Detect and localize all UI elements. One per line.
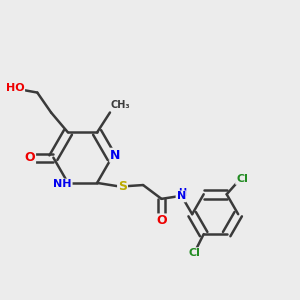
- Text: Cl: Cl: [188, 248, 200, 258]
- Text: CH₃: CH₃: [111, 100, 130, 110]
- Text: N: N: [110, 149, 121, 162]
- Text: N: N: [176, 191, 186, 201]
- Text: S: S: [118, 180, 127, 193]
- Text: HO: HO: [6, 83, 24, 93]
- Text: H: H: [178, 188, 186, 198]
- Text: O: O: [25, 151, 35, 164]
- Text: O: O: [156, 214, 167, 227]
- Text: Cl: Cl: [236, 174, 248, 184]
- Text: NH: NH: [53, 179, 72, 189]
